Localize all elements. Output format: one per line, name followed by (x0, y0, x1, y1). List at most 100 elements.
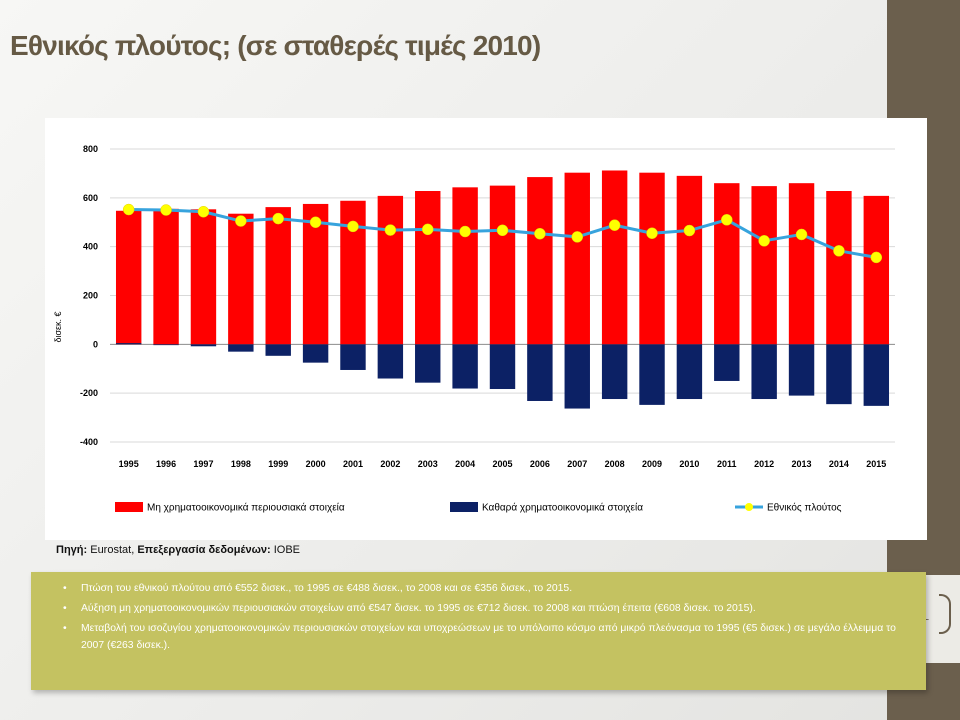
line-point (496, 224, 509, 237)
line-point (235, 215, 247, 227)
bar (751, 186, 777, 345)
x-tick-label: 2009 (642, 459, 662, 469)
x-tick-label: 1995 (119, 459, 139, 469)
bar (302, 344, 329, 363)
line-point (122, 203, 135, 216)
y-tick-label: 800 (83, 144, 98, 154)
bar (863, 195, 890, 345)
bar (153, 344, 179, 346)
chart-line (122, 203, 883, 264)
note-item: Πτώση του εθνικού πλούτου από €552 δισεκ… (63, 580, 912, 597)
bar (489, 185, 516, 345)
x-tick-label: 2005 (492, 459, 512, 469)
legend-swatch (115, 502, 143, 512)
legend-label: Μη χρηματοοικονομικά περιουσιακά στοιχεί… (147, 502, 345, 514)
x-tick-label: 2010 (679, 459, 699, 469)
x-tick-label: 2014 (829, 459, 849, 469)
notes-box: Πτώση του εθνικού πλούτου από €552 δισεκ… (31, 572, 926, 690)
x-tick-label: 2015 (866, 459, 886, 469)
processing-text: ΙΟΒΕ (270, 544, 301, 556)
line-point (721, 214, 733, 226)
bar (527, 344, 553, 401)
notes-list: Πτώση του εθνικού πλούτου από €552 δισεκ… (31, 572, 926, 654)
bar (826, 190, 852, 345)
line-point (160, 204, 172, 216)
x-tick-label: 2012 (754, 459, 774, 469)
y-tick-label: -200 (80, 388, 98, 398)
x-tick-label: 2006 (530, 459, 550, 469)
line-point (833, 245, 845, 257)
bar (340, 344, 366, 370)
legend-swatch (450, 502, 478, 512)
note-item: Αύξηση μη χρηματοοικονομικών περιουσιακώ… (63, 600, 912, 617)
bar (228, 344, 254, 352)
bar (377, 344, 404, 379)
x-tick-label: 1997 (193, 459, 213, 469)
bar (751, 344, 777, 400)
bar (527, 177, 553, 345)
slide-title: Εθνικός πλούτος; (σε σταθερές τιμές 2010… (10, 30, 541, 61)
x-tick-label: 1998 (231, 459, 251, 469)
bar (190, 344, 217, 347)
line-point (384, 224, 397, 236)
bar (639, 344, 665, 405)
x-tick-label: 2008 (605, 459, 625, 469)
bar (714, 344, 740, 381)
bar (228, 213, 254, 345)
chart-bars (115, 170, 890, 409)
bar (452, 344, 478, 389)
line-point (534, 227, 546, 240)
source-note: Πηγή: Eurostat, Επεξεργασία δεδομένων: Ι… (56, 544, 300, 556)
line-point (571, 231, 584, 243)
bar (826, 344, 852, 405)
source-label: Πηγή: (56, 544, 88, 556)
line-point (646, 227, 658, 239)
x-tick-label: 1999 (268, 459, 288, 469)
bar (489, 344, 516, 390)
x-tick-label: 2001 (343, 459, 363, 469)
bar (115, 343, 142, 345)
bar (564, 344, 590, 409)
legend-label: Καθαρά χρηματοοικονομικά στοιχεία (482, 502, 643, 514)
line-point (272, 212, 284, 225)
x-tick-label: 2013 (792, 459, 812, 469)
y-tick-label: 400 (83, 242, 98, 252)
line-point (459, 225, 471, 238)
bar (714, 183, 740, 345)
bar (415, 344, 441, 383)
x-tick-label: 2000 (306, 459, 326, 469)
bar (153, 208, 179, 345)
x-tick-label: 2007 (567, 459, 587, 469)
line-point (608, 219, 621, 231)
bar (265, 207, 291, 345)
y-tick-label: 0 (93, 339, 98, 349)
bar (265, 344, 291, 356)
bar (601, 344, 628, 400)
y-tick-label: 200 (83, 291, 98, 301)
chart-legend: Μη χρηματοοικονομικά περιουσιακά στοιχεί… (115, 502, 842, 514)
line-point (197, 206, 210, 218)
y-tick-label: -400 (80, 437, 98, 447)
processing-label: Επεξεργασία δεδομένων: (137, 544, 271, 556)
bar (452, 187, 478, 345)
bar (564, 172, 590, 345)
line-point (683, 224, 696, 237)
x-tick-label: 1996 (156, 459, 176, 469)
line-point (309, 216, 322, 228)
bar (115, 210, 142, 345)
x-tick-label: 2002 (380, 459, 400, 469)
bar (601, 170, 628, 345)
bar (788, 344, 815, 396)
line-point (795, 228, 808, 241)
line-point (421, 223, 434, 236)
bar (377, 195, 404, 345)
line-point (870, 251, 883, 264)
x-axis: 1995 1996 1997 1998 1999 2000 2001 2002 2003 2004… (119, 459, 887, 469)
line-point (758, 235, 770, 247)
x-tick-label: 2003 (418, 459, 438, 469)
bar (415, 190, 441, 345)
x-tick-label: 2004 (455, 459, 475, 469)
legend-label: Εθνικός πλούτος (767, 502, 842, 514)
legend-marker (745, 503, 753, 511)
